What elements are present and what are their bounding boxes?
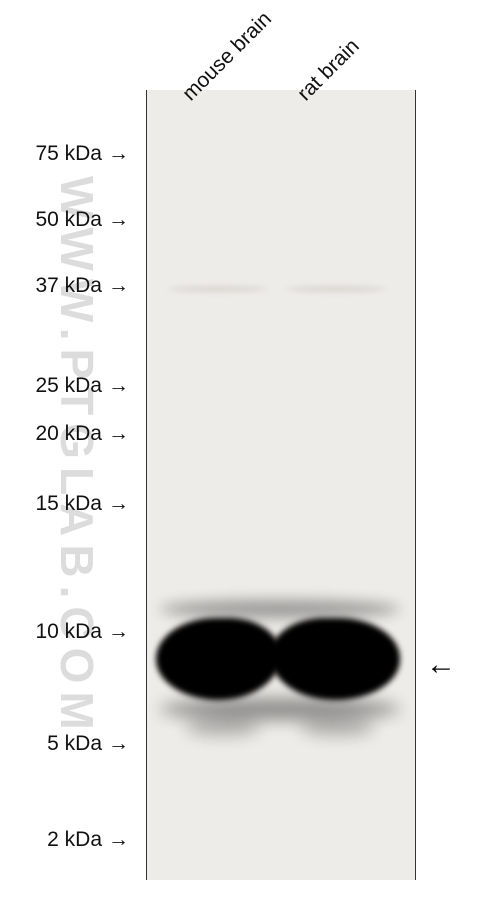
arrow-right-icon: → [108,274,129,298]
arrow-right-icon: → [108,620,129,644]
mw-marker-label: 2 kDa [12,828,102,852]
arrow-right-icon: → [108,732,129,756]
mw-marker-4: 20 kDa→ [12,422,129,446]
mw-marker-label: 75 kDa [12,142,102,166]
arrow-right-icon: → [108,828,129,852]
band-smear-3 [300,718,375,736]
arrow-right-icon: → [108,208,129,232]
mw-marker-label: 20 kDa [12,422,102,446]
mw-marker-2: 37 kDa→ [12,274,129,298]
mw-marker-label: 50 kDa [12,208,102,232]
arrow-right-icon: → [108,422,129,446]
mw-marker-label: 10 kDa [12,620,102,644]
mw-marker-0: 75 kDa→ [12,142,129,166]
watermark-text: WWW.PTGLAB.COM [50,176,104,738]
mw-marker-7: 5 kDa→ [12,732,129,756]
mw-marker-label: 15 kDa [12,492,102,516]
mw-marker-label: 5 kDa [12,732,102,756]
band-smear-2 [185,718,260,736]
mw-marker-6: 10 kDa→ [12,620,129,644]
arrow-right-icon: → [108,374,129,398]
blot-background [147,90,415,880]
protein-band-1 [270,618,400,700]
figure-container: WWW.PTGLAB.COM mouse brainrat brain 75 k… [0,0,500,903]
arrow-right-icon: → [108,142,129,166]
target-band-arrow: ← [426,648,456,682]
arrow-right-icon: → [108,492,129,516]
mw-marker-8: 2 kDa→ [12,828,129,852]
mw-marker-1: 50 kDa→ [12,208,129,232]
mw-marker-5: 15 kDa→ [12,492,129,516]
band-smear-1 [160,698,400,720]
faint-band-0 [168,286,268,292]
mw-marker-label: 25 kDa [12,374,102,398]
faint-band-1 [286,286,386,292]
mw-marker-label: 37 kDa [12,274,102,298]
blot-membrane [146,90,416,880]
band-smear-0 [160,600,400,618]
mw-marker-3: 25 kDa→ [12,374,129,398]
